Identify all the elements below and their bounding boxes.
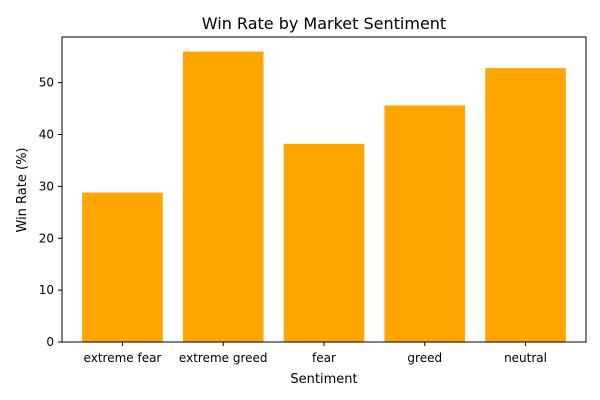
x-tick-label: extreme fear [84, 351, 162, 365]
x-tick-label: fear [312, 351, 336, 365]
x-tick-label: extreme greed [179, 351, 268, 365]
y-tick-label: 0 [46, 335, 54, 349]
y-tick-label: 50 [39, 76, 54, 90]
bar-extreme-fear [82, 192, 163, 342]
y-tick-label: 20 [39, 231, 54, 245]
axes-frame [61, 36, 587, 343]
y-axis-label: Win Rate (%) [15, 148, 30, 233]
bar-greed [384, 105, 466, 342]
chart-title: Win Rate by Market Sentiment [202, 14, 446, 33]
y-tick-label: 10 [39, 283, 54, 297]
x-axis-label: Sentiment [290, 372, 357, 387]
x-tick-label: neutral [504, 351, 547, 365]
bar-fear [283, 143, 365, 342]
bar-extreme-greed [182, 51, 264, 343]
x-tick-label: greed [407, 351, 442, 365]
y-tick-label: 30 [39, 179, 54, 193]
bar-neutral [485, 68, 566, 343]
plot-area: extreme fear extreme greed fear greed neutra… [39, 36, 587, 365]
y-tick-label: 40 [39, 128, 54, 142]
